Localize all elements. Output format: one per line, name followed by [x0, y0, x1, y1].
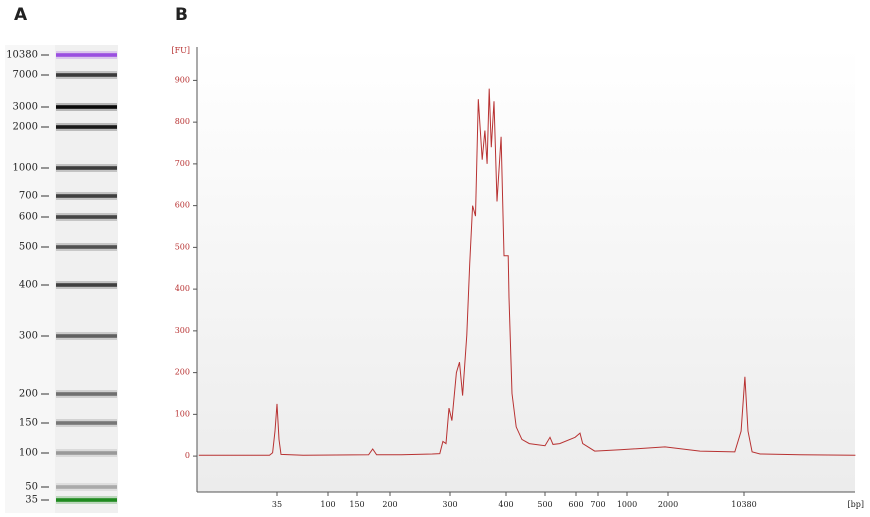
panel-label: A [14, 5, 28, 25]
band-label: 700 [19, 191, 38, 202]
band-label: 50 [25, 482, 38, 493]
x-axis-label: [bp] [848, 500, 864, 509]
y-tick-label: 800 [175, 117, 190, 126]
panel-label: B [175, 5, 188, 25]
band [56, 485, 117, 489]
x-tick-label: 700 [590, 500, 605, 509]
y-tick-label: 700 [175, 159, 190, 168]
band [56, 215, 117, 219]
band-label: 600 [19, 212, 38, 223]
x-tick-label: 600 [568, 500, 583, 509]
band-label: 3000 [13, 102, 38, 113]
band-label: 7000 [13, 70, 38, 81]
gel-lane [55, 45, 118, 513]
band [56, 392, 117, 396]
band-label: 200 [19, 389, 38, 400]
y-tick-label: 200 [175, 368, 190, 377]
band-label: 500 [19, 242, 38, 253]
band [56, 283, 117, 287]
band [56, 334, 117, 338]
band-label: 10380 [6, 50, 38, 61]
band [56, 421, 117, 425]
plot-area [197, 47, 855, 492]
x-tick-label: 200 [382, 500, 397, 509]
band-label: 35 [25, 495, 38, 506]
x-tick-label: 100 [320, 500, 335, 509]
band [56, 498, 117, 502]
band [56, 194, 117, 198]
x-tick-label: 10380 [731, 500, 756, 509]
y-tick-label: 400 [175, 284, 190, 293]
band-label: 100 [19, 448, 38, 459]
band [56, 53, 117, 57]
y-tick-label: 900 [175, 75, 190, 84]
x-tick-label: 1000 [617, 500, 637, 509]
band [56, 166, 117, 170]
x-tick-label: 500 [537, 500, 552, 509]
y-tick-label: 500 [175, 242, 190, 251]
band [56, 125, 117, 129]
x-tick-label: 150 [349, 500, 364, 509]
band [56, 245, 117, 249]
band [56, 73, 117, 77]
band-label: 400 [19, 280, 38, 291]
band-label: 300 [19, 331, 38, 342]
x-tick-label: 2000 [658, 500, 678, 509]
band [56, 105, 117, 109]
band-label: 150 [19, 418, 38, 429]
band-label: 2000 [13, 122, 38, 133]
band [56, 451, 117, 455]
y-tick-label: 600 [175, 201, 190, 210]
x-tick-label: 400 [498, 500, 513, 509]
trace [198, 88, 856, 456]
y-tick-label: 300 [175, 326, 190, 335]
y-axis-label: [FU] [171, 46, 190, 55]
x-tick-label: 35 [272, 500, 282, 509]
y-tick-label: 0 [185, 451, 190, 460]
y-tick-label: 100 [175, 409, 190, 418]
band-label: 1000 [13, 163, 38, 174]
x-tick-label: 300 [442, 500, 457, 509]
